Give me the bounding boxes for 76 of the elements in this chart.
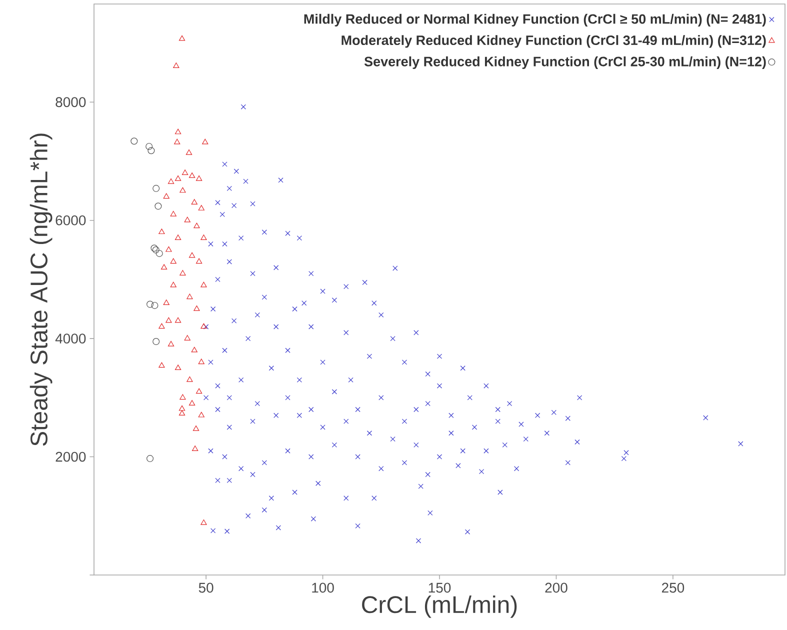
point: [196, 388, 202, 394]
point: [173, 62, 180, 68]
point: [196, 175, 202, 181]
point: [200, 282, 207, 288]
legend-label: Mildly Reduced or Normal Kidney Function (CrCl ≥ 50 mL/min) (N= 2481): [304, 14, 766, 26]
point: [166, 317, 172, 323]
point: [180, 270, 186, 276]
point: [151, 302, 158, 309]
point: [160, 264, 168, 270]
point: [196, 258, 202, 264]
x-tick-label: 50: [198, 582, 214, 593]
point: [170, 258, 176, 264]
point: [188, 172, 196, 178]
point: [194, 306, 200, 311]
point: [146, 300, 154, 308]
point: [188, 252, 196, 258]
point: [198, 412, 204, 418]
x-axis-title: CrCL (mL/min): [362, 596, 517, 618]
point: [174, 234, 182, 240]
legend-label: Severely Reduced Kidney Function (CrCl 25-30 mL/min) (N=12): [364, 56, 766, 69]
point: [191, 199, 198, 205]
point: [184, 335, 190, 340]
point: [184, 216, 190, 222]
point: [152, 338, 160, 346]
point: [156, 250, 163, 257]
point: [152, 184, 160, 192]
point: [148, 147, 155, 154]
point: [168, 340, 174, 346]
point: [163, 193, 170, 199]
point: [174, 317, 182, 323]
point: [200, 234, 207, 240]
x-tick-label: 100: [312, 582, 334, 593]
point: [163, 300, 170, 305]
y-tick-label: 6000: [56, 215, 86, 226]
point: [168, 178, 174, 184]
point: [154, 202, 162, 210]
x-tick-label: 200: [545, 582, 568, 593]
point: [192, 446, 198, 451]
point: [130, 138, 138, 145]
point: [180, 187, 186, 193]
point: [170, 210, 176, 216]
point: [174, 175, 182, 181]
x-tick-label: 250: [662, 582, 684, 593]
point: [200, 323, 207, 329]
point: [178, 35, 186, 41]
point: [170, 282, 176, 288]
point: [178, 410, 186, 416]
y-tick-label: 8000: [56, 97, 86, 108]
point: [178, 405, 186, 411]
point: [180, 394, 186, 400]
point: [192, 425, 200, 431]
point: [166, 246, 172, 252]
point: [202, 138, 208, 144]
point: [194, 222, 200, 228]
y-tick-label: 4000: [55, 334, 86, 344]
point: [158, 362, 165, 368]
point: [182, 170, 188, 175]
point: [146, 142, 153, 150]
point: [174, 364, 182, 370]
point: [188, 400, 196, 406]
point: [186, 294, 193, 300]
point: [146, 455, 154, 462]
point: [158, 323, 165, 329]
point: [186, 149, 192, 155]
point: [198, 205, 204, 210]
point: [198, 358, 204, 364]
legend-label: Moderately Reduced Kidney Function (CrCl 31-49 mL/min) (N=312): [342, 35, 766, 48]
point: [174, 138, 180, 144]
x-tick-label: 150: [428, 582, 451, 593]
point: [174, 128, 182, 134]
point: [191, 346, 198, 352]
point: [158, 228, 165, 234]
point: [200, 519, 207, 525]
point: [186, 376, 193, 382]
y-tick-label: 2000: [56, 452, 86, 462]
y-axis-title: Steady State AUC (ng/mL*hr): [30, 134, 52, 446]
